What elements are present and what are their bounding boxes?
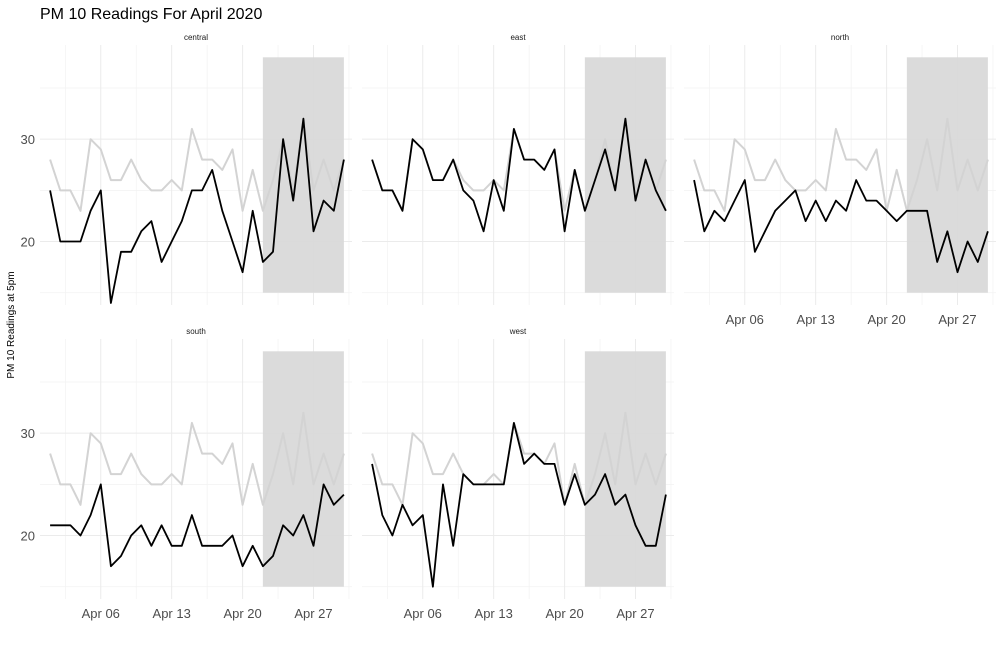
chart-title: PM 10 Readings For April 2020: [40, 6, 262, 23]
panel-strip-label: south: [186, 327, 206, 336]
x-tick-label: Apr 13: [153, 606, 191, 621]
panel-central: central 20 30: [21, 33, 352, 305]
background-series-line: [371, 411, 667, 506]
x-tick-label: Apr 13: [475, 606, 513, 621]
x-tick-label: Apr 06: [726, 312, 764, 327]
panel-strip-label: north: [831, 33, 849, 42]
x-tick-label: Apr 06: [404, 606, 442, 621]
y-tick-label: 20: [21, 235, 35, 250]
series-line-east: [371, 117, 667, 233]
y-tick-label: 30: [21, 132, 35, 147]
x-tick-label: Apr 27: [616, 606, 654, 621]
x-tick-label: Apr 20: [223, 606, 261, 621]
series-line-south: [50, 483, 345, 568]
panels-group: central 20 30 east north Apr 06 Apr 13 Apr 20 Ap…: [21, 33, 996, 621]
y-tick-label: 20: [21, 529, 35, 544]
panel-strip-label: west: [509, 327, 527, 336]
y-tick-label: 30: [21, 426, 35, 441]
highlight-band: [584, 57, 666, 293]
background-series-line: [693, 117, 989, 212]
x-tick-label: Apr 06: [82, 606, 120, 621]
highlight-band: [262, 57, 344, 293]
x-tick-label: Apr 20: [867, 312, 905, 327]
panel-west: west Apr 06 Apr 13 Apr 20 Apr 27: [362, 327, 674, 621]
series-line-central: [49, 117, 345, 304]
background-series-line: [49, 411, 345, 506]
series-line-west: [371, 421, 667, 588]
y-axis-label: PM 10 Readings at 5pm: [6, 271, 17, 378]
panel-north: north Apr 06 Apr 13 Apr 20 Apr 27: [684, 33, 996, 327]
panel-east: east: [362, 33, 674, 305]
x-tick-label: Apr 27: [294, 606, 332, 621]
panel-strip-label: east: [510, 33, 526, 42]
x-tick-label: Apr 27: [938, 312, 976, 327]
highlight-band: [584, 351, 666, 587]
series-line-north: [693, 179, 989, 274]
x-tick-label: Apr 13: [797, 312, 835, 327]
x-tick-label: Apr 20: [545, 606, 583, 621]
background-series-line: [49, 117, 345, 212]
panel-strip-label: central: [184, 33, 208, 42]
panel-south: south Apr 06 Apr 13 Apr 20 Apr 27 20 30: [21, 327, 352, 621]
